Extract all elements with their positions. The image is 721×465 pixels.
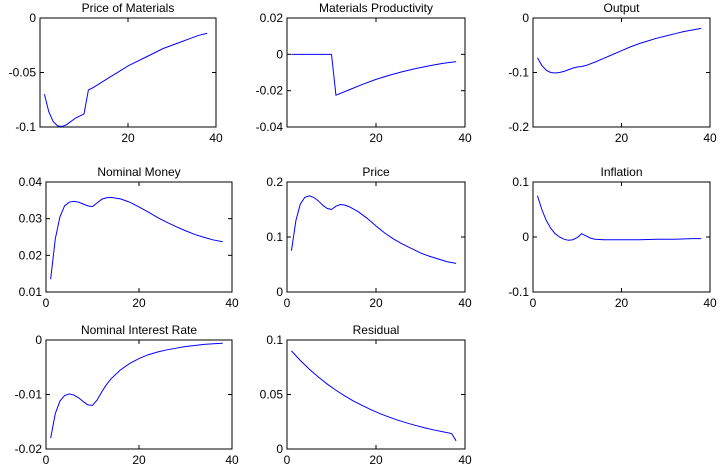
x-tick-label: 0 <box>530 296 537 310</box>
subplot-1: Price of Materials 20 40 0 -0.05 -0.1 <box>9 1 223 145</box>
y-tick-label: 0.03 <box>19 212 43 226</box>
series-line <box>291 350 457 442</box>
axes-box <box>39 17 217 128</box>
series-line <box>536 195 702 241</box>
subplot-title: Price of Materials <box>82 1 175 15</box>
series-line <box>291 53 457 96</box>
x-tick-label: 20 <box>132 453 146 465</box>
axes-box <box>532 181 711 293</box>
subplot-title: Materials Productivity <box>319 1 433 15</box>
y-tick-label: 0 <box>276 285 283 299</box>
axes-box <box>45 339 233 450</box>
x-tick-label: 40 <box>458 453 472 465</box>
y-tick-label: -0.05 <box>9 66 37 80</box>
x-tick-label: 40 <box>458 131 472 145</box>
x-tick-label: 40 <box>209 131 223 145</box>
subplot-8: Residual 0 20 40 0.1 0.05 0 <box>260 323 472 465</box>
x-tick-label: 0 <box>284 453 291 465</box>
y-tick-label: 0.04 <box>19 175 43 189</box>
y-tick-label: 0 <box>29 11 36 25</box>
y-tick-label: -0.2 <box>508 120 529 134</box>
subplot-title: Output <box>603 1 640 15</box>
subplot-title: Nominal Interest Rate <box>81 323 197 337</box>
y-tick-label: 0 <box>276 442 283 456</box>
series-line <box>50 342 223 439</box>
x-tick-label: 40 <box>703 131 717 145</box>
subplot-3: Output 20 40 0 -0.1 -0.2 <box>508 1 717 145</box>
axes-box <box>286 181 466 293</box>
y-tick-label: 0.1 <box>266 230 283 244</box>
subplot-title: Inflation <box>600 165 642 179</box>
x-tick-label: 20 <box>132 296 146 310</box>
series-line <box>50 196 223 280</box>
x-tick-label: 20 <box>121 131 135 145</box>
x-tick-label: 20 <box>615 131 629 145</box>
x-tick-label: 0 <box>284 296 291 310</box>
y-tick-label: 0.2 <box>266 175 283 189</box>
x-tick-label: 40 <box>703 296 717 310</box>
series-line <box>43 32 208 127</box>
y-tick-label: 0.01 <box>19 285 43 299</box>
y-tick-label: 0 <box>522 11 529 25</box>
y-tick-label: 0 <box>35 333 42 347</box>
x-tick-label: 20 <box>369 453 383 465</box>
y-tick-label: -0.1 <box>508 285 529 299</box>
axes-box <box>45 181 233 293</box>
y-tick-label: -0.01 <box>15 388 43 402</box>
y-tick-label: -0.02 <box>256 84 284 98</box>
subplot-5: Price 0 20 40 0.2 0.1 0 <box>266 165 472 310</box>
x-tick-label: 40 <box>458 296 472 310</box>
subplot-7: Nominal Interest Rate 0 20 40 0 -0.01 -0.02 <box>15 323 239 465</box>
subplot-title: Price <box>362 165 390 179</box>
subplot-title: Nominal Money <box>97 165 180 179</box>
subplot-title: Residual <box>353 323 400 337</box>
x-tick-label: 20 <box>615 296 629 310</box>
x-tick-label: 40 <box>225 296 239 310</box>
y-tick-label: 0.05 <box>260 388 284 402</box>
subplot-2: Materials Productivity 20 40 0.02 0 -0.02 -0.0… <box>256 1 472 145</box>
subplot-4: Nominal Money 0 20 40 0.04 0.03 0.02 0.01 <box>19 165 239 310</box>
y-tick-label: 0.02 <box>260 11 284 25</box>
series-line <box>290 195 457 264</box>
y-tick-label: 0.1 <box>512 175 529 189</box>
axes-box <box>286 17 466 128</box>
x-tick-label: 20 <box>369 131 383 145</box>
y-tick-label: -0.02 <box>15 442 43 456</box>
x-tick-label: 20 <box>369 296 383 310</box>
axes-box <box>532 17 711 128</box>
y-tick-label: 0 <box>276 47 283 61</box>
y-tick-label: 0.1 <box>266 333 283 347</box>
y-tick-label: 0.02 <box>19 248 43 262</box>
x-tick-label: 0 <box>43 453 50 465</box>
x-tick-label: 0 <box>43 296 50 310</box>
y-tick-label: 0 <box>522 230 529 244</box>
axes-box <box>286 339 466 450</box>
y-tick-label: -0.04 <box>256 120 284 134</box>
y-tick-label: -0.1 <box>15 120 36 134</box>
x-tick-label: 40 <box>225 453 239 465</box>
series-line <box>536 27 702 74</box>
y-tick-label: -0.1 <box>508 66 529 80</box>
